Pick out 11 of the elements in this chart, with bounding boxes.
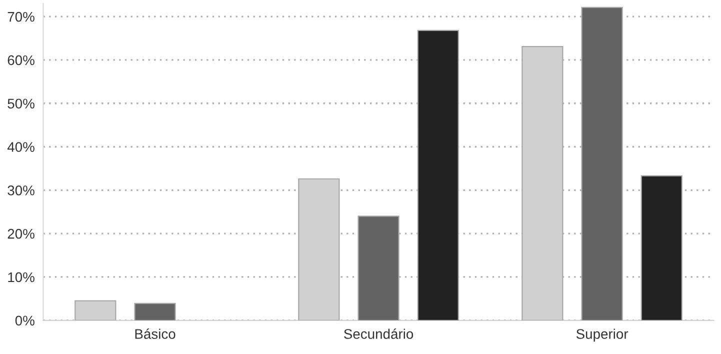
y-tick-label: 70% [8, 12, 34, 22]
y-tick-label: 50% [8, 98, 34, 109]
y-tick-label: 40% [7, 142, 34, 152]
x-tick-label: Secundário [344, 328, 414, 339]
y-tick-label: 10% [8, 272, 34, 282]
y-tick-label: 20% [8, 228, 34, 239]
x-tick-label: Básico [135, 328, 176, 339]
y-tick-label: 0% [15, 316, 34, 326]
y-tick-label: 60% [8, 55, 34, 66]
x-tick-label: Superior [576, 328, 628, 342]
y-tick-label: 30% [8, 186, 34, 196]
